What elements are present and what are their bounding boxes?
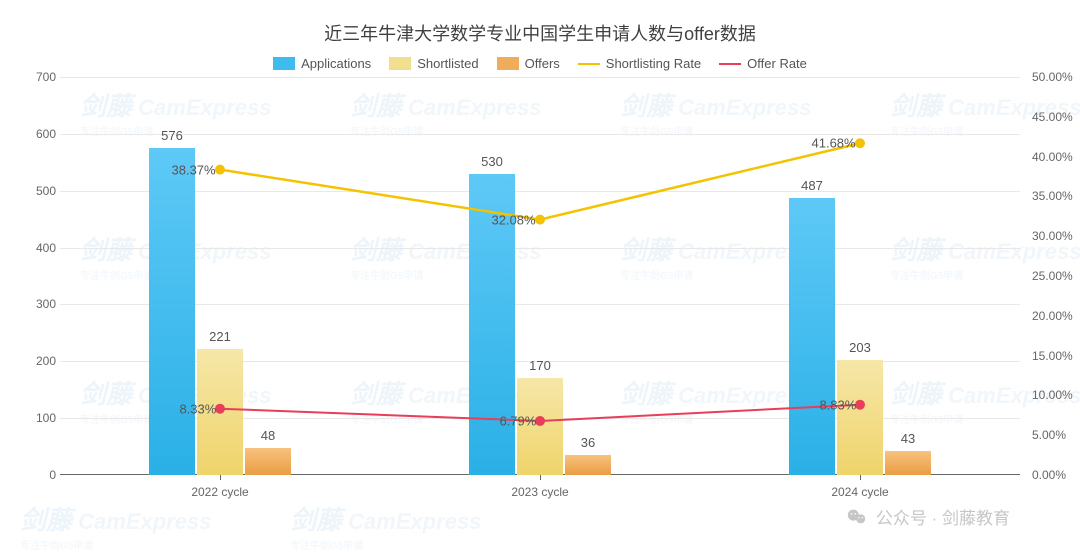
line-value-label: 8.83% bbox=[819, 397, 856, 412]
legend-label: Shortlisted bbox=[417, 56, 478, 71]
y-right-tick: 50.00% bbox=[1032, 70, 1073, 84]
watermark-bg: 剑藤 CamExpress专注牛剑G5申请 bbox=[20, 500, 211, 552]
legend-bar-swatch bbox=[273, 57, 295, 70]
legend-label: Offer Rate bbox=[747, 56, 807, 71]
y-axis-right: 0.00%5.00%10.00%15.00%20.00%25.00%30.00%… bbox=[1028, 77, 1078, 475]
wechat-icon bbox=[846, 506, 868, 528]
legend-item: Shortlisted bbox=[389, 56, 478, 71]
watermark-footer: 公众号 · 剑藤教育 bbox=[846, 504, 1010, 529]
x-tick bbox=[220, 475, 221, 480]
y-right-tick: 30.00% bbox=[1032, 229, 1073, 243]
y-right-tick: 10.00% bbox=[1032, 388, 1073, 402]
y-left-tick: 100 bbox=[36, 411, 56, 425]
chart-container: 剑藤 CamExpress专注牛剑G5申请剑藤 CamExpress专注牛剑G5… bbox=[0, 0, 1080, 547]
y-right-tick: 15.00% bbox=[1032, 349, 1073, 363]
line-labels: 38.37% 32.08% 41.68% 8.33% 6.79% 8.83% bbox=[60, 77, 1020, 475]
legend-label: Shortlisting Rate bbox=[606, 56, 701, 71]
y-left-tick: 400 bbox=[36, 241, 56, 255]
y-left-tick: 700 bbox=[36, 70, 56, 84]
y-axis-left: 0100200300400500600700 bbox=[10, 77, 60, 475]
x-axis-label: 2023 cycle bbox=[511, 485, 568, 499]
y-left-tick: 500 bbox=[36, 184, 56, 198]
legend-label: Offers bbox=[525, 56, 560, 71]
x-axis-label: 2022 cycle bbox=[191, 485, 248, 499]
chart-title: 近三年牛津大学数学专业中国学生申请人数与offer数据 bbox=[60, 20, 1020, 46]
y-right-tick: 25.00% bbox=[1032, 269, 1073, 283]
line-value-label: 41.68% bbox=[811, 136, 855, 151]
legend-bar-swatch bbox=[497, 57, 519, 70]
y-right-tick: 40.00% bbox=[1032, 150, 1073, 164]
y-left-tick: 300 bbox=[36, 297, 56, 311]
x-tick bbox=[860, 475, 861, 480]
y-left-tick: 0 bbox=[49, 468, 56, 482]
legend-line-swatch bbox=[578, 63, 600, 65]
y-right-tick: 20.00% bbox=[1032, 309, 1073, 323]
legend-item: Applications bbox=[273, 56, 371, 71]
legend-label: Applications bbox=[301, 56, 371, 71]
y-right-tick: 5.00% bbox=[1032, 428, 1066, 442]
y-left-tick: 600 bbox=[36, 127, 56, 141]
legend-item: Offer Rate bbox=[719, 56, 807, 71]
y-right-tick: 0.00% bbox=[1032, 468, 1066, 482]
line-value-label: 6.79% bbox=[499, 413, 536, 428]
x-tick bbox=[540, 475, 541, 480]
x-axis-label: 2024 cycle bbox=[831, 485, 888, 499]
y-right-tick: 35.00% bbox=[1032, 189, 1073, 203]
legend-line-swatch bbox=[719, 63, 741, 65]
legend-item: Shortlisting Rate bbox=[578, 56, 701, 71]
legend: Applications Shortlisted Offers Shortlistin… bbox=[60, 56, 1020, 71]
line-value-label: 32.08% bbox=[491, 212, 535, 227]
y-left-tick: 200 bbox=[36, 354, 56, 368]
y-right-tick: 45.00% bbox=[1032, 110, 1073, 124]
legend-bar-swatch bbox=[389, 57, 411, 70]
watermark-bg: 剑藤 CamExpress专注牛剑G5申请 bbox=[290, 500, 481, 552]
plot-area: 0100200300400500600700 0.00%5.00%10.00%1… bbox=[60, 77, 1020, 507]
legend-item: Offers bbox=[497, 56, 560, 71]
watermark-footer-text: 公众号 · 剑藤教育 bbox=[876, 504, 1010, 529]
line-value-label: 8.33% bbox=[179, 401, 216, 416]
line-value-label: 38.37% bbox=[171, 162, 215, 177]
